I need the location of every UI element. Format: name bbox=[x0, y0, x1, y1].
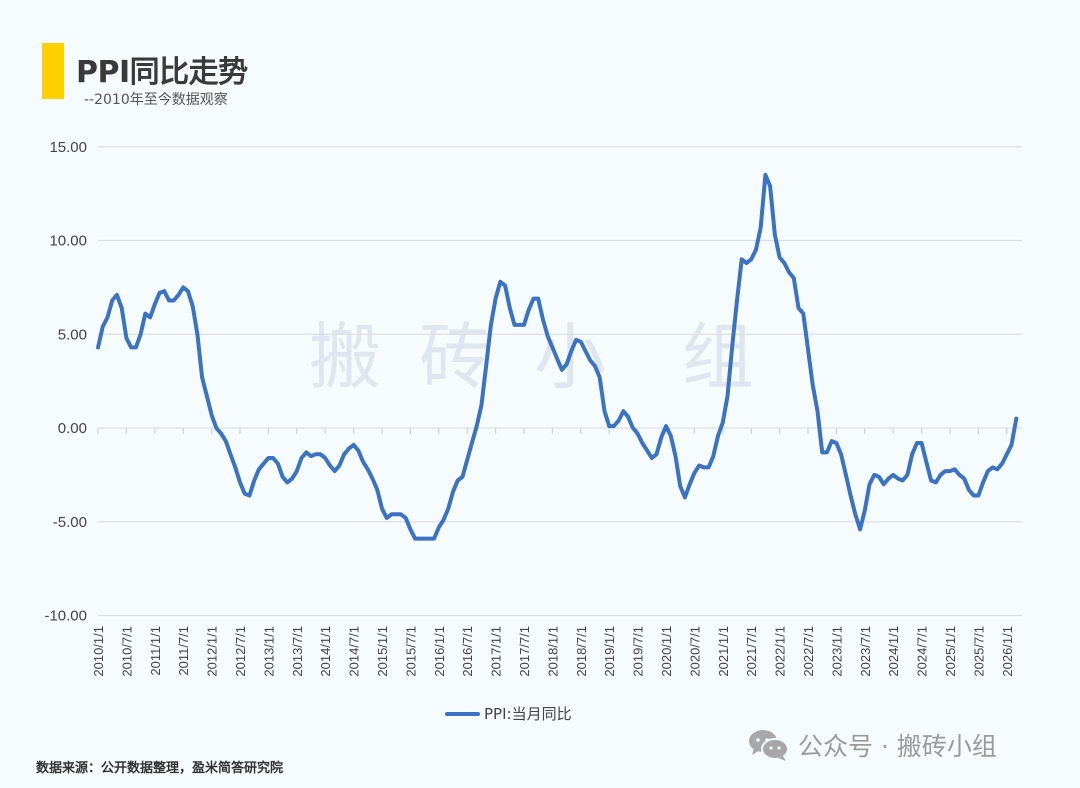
x-tick-label: 2022/1/1 bbox=[773, 626, 788, 677]
brand-text: 公众号 · 搬砖小组 bbox=[798, 732, 997, 761]
x-tick-label: 2021/1/1 bbox=[716, 626, 731, 677]
x-tick-label: 2025/7/1 bbox=[971, 626, 986, 677]
x-tick-label: 2011/7/1 bbox=[176, 626, 191, 676]
x-tick-label: 2013/1/1 bbox=[261, 626, 276, 677]
y-tick-label: 10.00 bbox=[49, 233, 87, 250]
y-tick-label: 5.00 bbox=[58, 326, 87, 343]
x-tick-label: 2013/7/1 bbox=[290, 626, 305, 677]
x-tick-label: 2023/1/1 bbox=[829, 626, 844, 677]
x-tick-label: 2017/1/1 bbox=[489, 626, 504, 677]
x-tick-label: 2014/1/1 bbox=[318, 626, 333, 677]
x-tick-label: 2016/7/1 bbox=[460, 626, 475, 677]
wechat-icon bbox=[749, 730, 789, 761]
x-tick-label: 2022/7/1 bbox=[801, 626, 816, 677]
watermark-char: 砖 bbox=[419, 315, 491, 399]
x-tick-label: 2015/1/1 bbox=[375, 626, 390, 677]
x-tick-label: 2012/7/1 bbox=[233, 626, 248, 677]
x-tick-label: 2018/7/1 bbox=[574, 626, 589, 677]
x-tick-label: 2016/1/1 bbox=[432, 626, 447, 677]
watermark-char: 组 bbox=[682, 315, 754, 399]
x-tick-label: 2026/1/1 bbox=[1000, 626, 1015, 677]
y-tick-label: -5.00 bbox=[53, 514, 87, 531]
x-tick-label: 2021/7/1 bbox=[744, 626, 759, 677]
brand-signature: 公众号 · 搬砖小组 bbox=[748, 727, 997, 763]
x-tick-label: 2025/1/1 bbox=[943, 626, 958, 677]
x-tick-label: 2010/7/1 bbox=[119, 626, 134, 677]
x-tick-label: 2012/1/1 bbox=[205, 626, 220, 677]
x-tick-label: 2011/1/1 bbox=[148, 626, 163, 676]
x-tick-label: 2023/7/1 bbox=[858, 626, 873, 677]
y-tick-label: 0.00 bbox=[58, 420, 87, 437]
x-tick-label: 2019/1/1 bbox=[602, 626, 617, 677]
x-tick-label: 2010/1/1 bbox=[91, 626, 106, 677]
x-axis: 2010/1/1 2010/7/1 2011/1/1 2011/7/1 2012/1/1… bbox=[91, 428, 1015, 677]
x-tick-label: 2019/7/1 bbox=[631, 626, 646, 677]
x-tick-label: 2020/7/1 bbox=[687, 626, 702, 677]
x-tick-label: 2018/1/1 bbox=[545, 626, 560, 677]
x-tick-label: 2020/1/1 bbox=[659, 626, 674, 677]
x-tick-label: 2024/1/1 bbox=[886, 626, 901, 677]
x-tick-label: 2017/7/1 bbox=[517, 626, 532, 677]
watermark-char: 搬 bbox=[309, 315, 381, 399]
line-chart: 搬砖小组 15.00 10.00 5.00 0.00 -5.00 -10.00 2010/… bbox=[44, 139, 1022, 677]
x-tick-label: 2024/7/1 bbox=[915, 626, 930, 677]
ppi-series-line bbox=[96, 172, 1019, 541]
chart-subtitle: --2010年至今数据观察 bbox=[84, 92, 228, 108]
legend-label: PPI:当月同比 bbox=[484, 705, 572, 723]
y-tick-label: -10.00 bbox=[44, 608, 87, 625]
legend-line-swatch bbox=[445, 711, 480, 716]
y-tick-label: 15.00 bbox=[49, 139, 87, 156]
title-accent-bar bbox=[42, 43, 64, 99]
y-axis: 15.00 10.00 5.00 0.00 -5.00 -10.00 bbox=[44, 139, 87, 625]
x-tick-label: 2014/7/1 bbox=[347, 626, 362, 677]
chart-gridlines bbox=[98, 146, 1022, 617]
chart-title: PPI同比走势 bbox=[76, 55, 248, 90]
x-tick-label: 2015/7/1 bbox=[403, 626, 418, 677]
watermark: 搬砖小组 bbox=[309, 315, 754, 399]
data-source-note: 数据来源：公开数据整理，盈米简答研究院 bbox=[36, 761, 284, 776]
chart-legend: PPI:当月同比 bbox=[445, 703, 572, 724]
